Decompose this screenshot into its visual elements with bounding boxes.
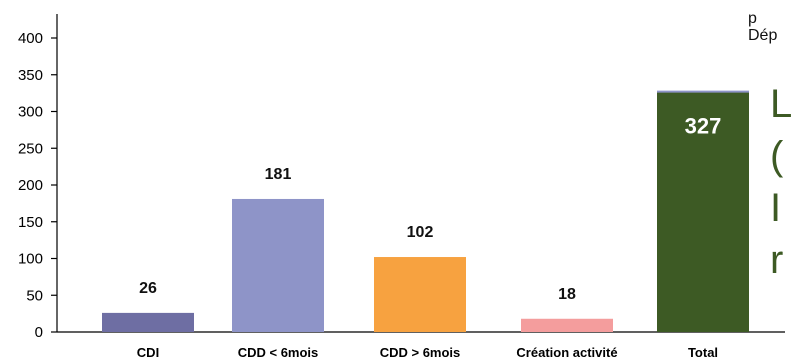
bar-labels: 26 CDI 181 CDD < 6mois 102 CDD > 6mois 18 Créat… bbox=[137, 114, 722, 360]
category-label: CDD > 6mois bbox=[380, 345, 461, 360]
bar-value-label: 18 bbox=[558, 286, 576, 303]
side-fragment-1: L bbox=[770, 82, 792, 126]
bar bbox=[232, 198, 324, 332]
bars bbox=[102, 90, 749, 332]
y-tick-label: 200 bbox=[18, 177, 43, 194]
y-tick-label: 50 bbox=[26, 287, 43, 304]
y-tick-label: 250 bbox=[18, 140, 43, 157]
y-tick-label: 0 bbox=[35, 324, 43, 341]
y-tick-label: 100 bbox=[18, 251, 43, 268]
side-text-line-2: Dép bbox=[748, 27, 778, 44]
category-label: CDD < 6mois bbox=[238, 345, 319, 360]
bar-value-label: 102 bbox=[407, 224, 434, 241]
category-label: Création activité bbox=[516, 345, 617, 360]
side-fragment-4: r bbox=[770, 238, 784, 282]
y-tick-label: 400 bbox=[18, 30, 43, 47]
bar-value-label: 327 bbox=[685, 114, 722, 139]
partial-side-text: p Dép bbox=[748, 10, 777, 44]
bar bbox=[102, 312, 194, 332]
bar-value-label: 26 bbox=[139, 280, 157, 297]
y-tick-label: 150 bbox=[18, 214, 43, 231]
side-fragment-2: ( bbox=[770, 134, 784, 178]
y-axis-ticks: 0 50 100 150 200 250 300 350 400 bbox=[18, 30, 57, 341]
category-label: CDI bbox=[137, 345, 159, 360]
side-text-line-1: p bbox=[748, 10, 757, 27]
category-label: Total bbox=[688, 345, 718, 360]
bar-value-label: 181 bbox=[265, 166, 292, 183]
bar bbox=[521, 318, 613, 332]
y-tick-label: 300 bbox=[18, 104, 43, 121]
partial-side-heading: L ( I r bbox=[770, 78, 792, 286]
bar bbox=[374, 257, 466, 332]
bar bbox=[657, 91, 749, 332]
y-tick-label: 350 bbox=[18, 67, 43, 84]
side-fragment-3: I bbox=[770, 186, 782, 230]
